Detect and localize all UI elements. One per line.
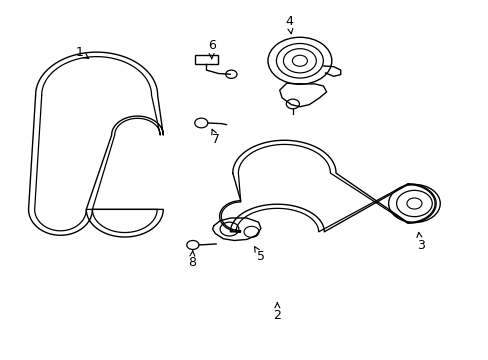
Bar [195, 55, 217, 64]
Text: 2: 2 [273, 303, 281, 322]
Text: 6: 6 [207, 39, 215, 59]
Text: 7: 7 [211, 129, 220, 146]
Text: 3: 3 [416, 232, 424, 252]
Text: 5: 5 [254, 247, 264, 263]
Text: 1: 1 [75, 46, 88, 59]
Text: 4: 4 [285, 14, 292, 34]
Text: 8: 8 [187, 250, 196, 269]
